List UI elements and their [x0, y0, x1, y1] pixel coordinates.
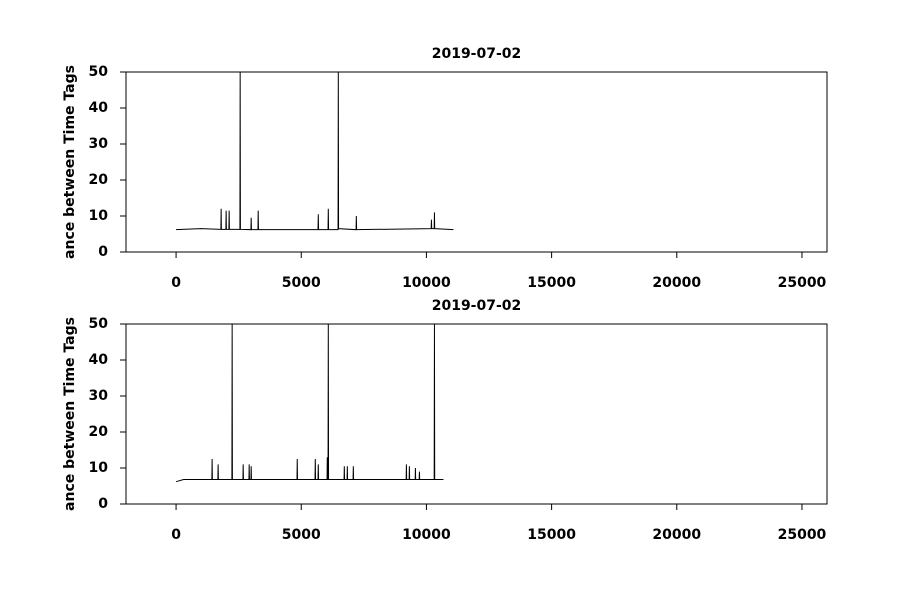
x-tick-label: 0: [171, 527, 181, 543]
data-line: [175, 323, 444, 483]
x-tick-label: 0: [171, 275, 181, 291]
y-tick-label: 0: [98, 244, 108, 260]
y-tick-label: 50: [89, 64, 109, 80]
x-tick-label: 20000: [652, 527, 701, 543]
y-axis-label: ance between Time Tags: [62, 65, 78, 259]
chart-title: 2019-07-02: [432, 298, 522, 314]
y-tick-label: 10: [89, 208, 109, 224]
x-tick-label: 25000: [778, 527, 827, 543]
chart-title: 2019-07-02: [432, 46, 522, 62]
y-tick-label: 30: [89, 388, 109, 404]
plot-frame: [125, 71, 828, 253]
y-tick-label: 0: [98, 496, 108, 512]
x-tick-label: 25000: [778, 275, 827, 291]
y-axis-label: ance between Time Tags: [62, 317, 78, 511]
x-tick-label: 20000: [652, 275, 701, 291]
y-tick-label: 20: [89, 424, 109, 440]
x-tick-label: 15000: [527, 275, 576, 291]
plot-frame: [125, 323, 828, 505]
y-tick-label: 50: [89, 316, 109, 332]
y-tick-label: 40: [89, 352, 109, 368]
y-tick-label: 40: [89, 100, 109, 116]
x-tick-label: 5000: [282, 275, 321, 291]
data-line: [176, 71, 454, 231]
x-tick-label: 5000: [282, 527, 321, 543]
y-tick-label: 30: [89, 136, 109, 152]
y-tick-label: 10: [89, 460, 109, 476]
x-tick-label: 10000: [402, 527, 451, 543]
x-tick-label: 15000: [527, 527, 576, 543]
x-tick-label: 10000: [402, 275, 451, 291]
y-tick-label: 20: [89, 172, 109, 188]
